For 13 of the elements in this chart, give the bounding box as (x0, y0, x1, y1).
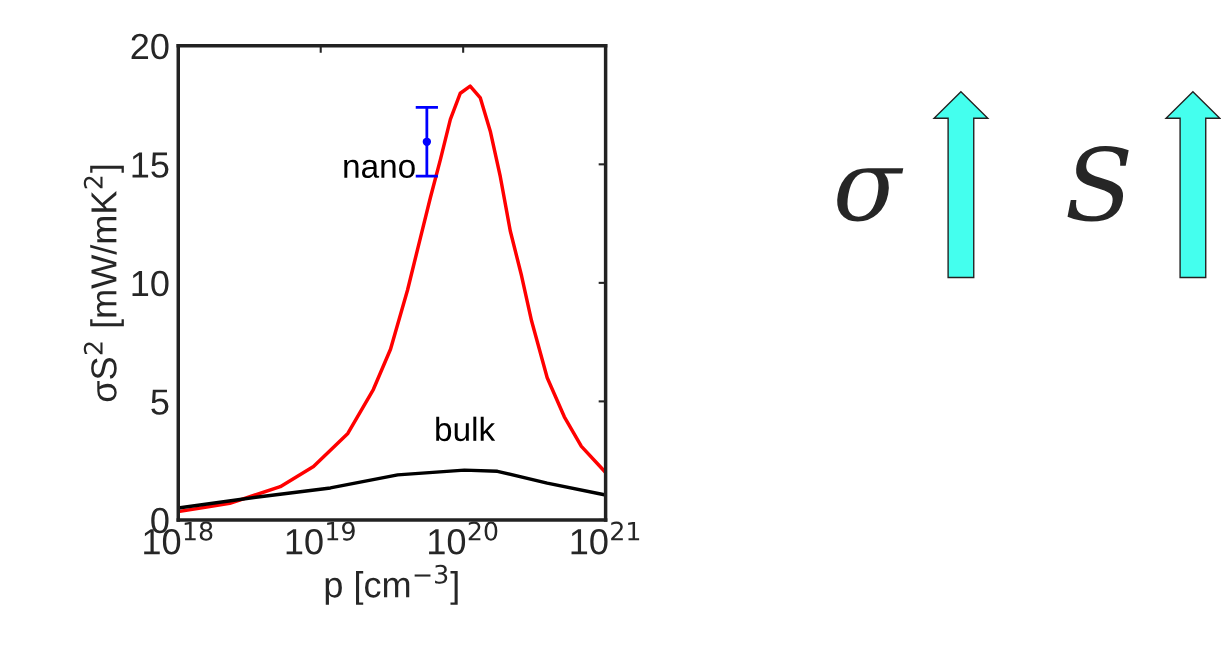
y-tick-label: 15 (132, 152, 169, 178)
text: S (1067, 145, 1129, 222)
y-tick-label: 20 (131, 33, 169, 60)
x-tick-label: 10$^{20}$ (429, 521, 498, 555)
x-tick-label: 10$^{21}$ (571, 521, 640, 555)
x-axis-title: p [cm$^{−3}$] (325, 564, 458, 605)
text: σ (837, 168, 904, 222)
y-tick-label: 5 (151, 389, 169, 415)
series-label: bulk (436, 416, 496, 442)
y-tick-label: 10 (132, 270, 169, 297)
x-tick-label: 10$^{19}$ (286, 521, 355, 555)
series-label: nano (344, 159, 415, 179)
y-axis-title: σS$^{2}$ [mW/mK$^{2}$] (83, 165, 124, 402)
